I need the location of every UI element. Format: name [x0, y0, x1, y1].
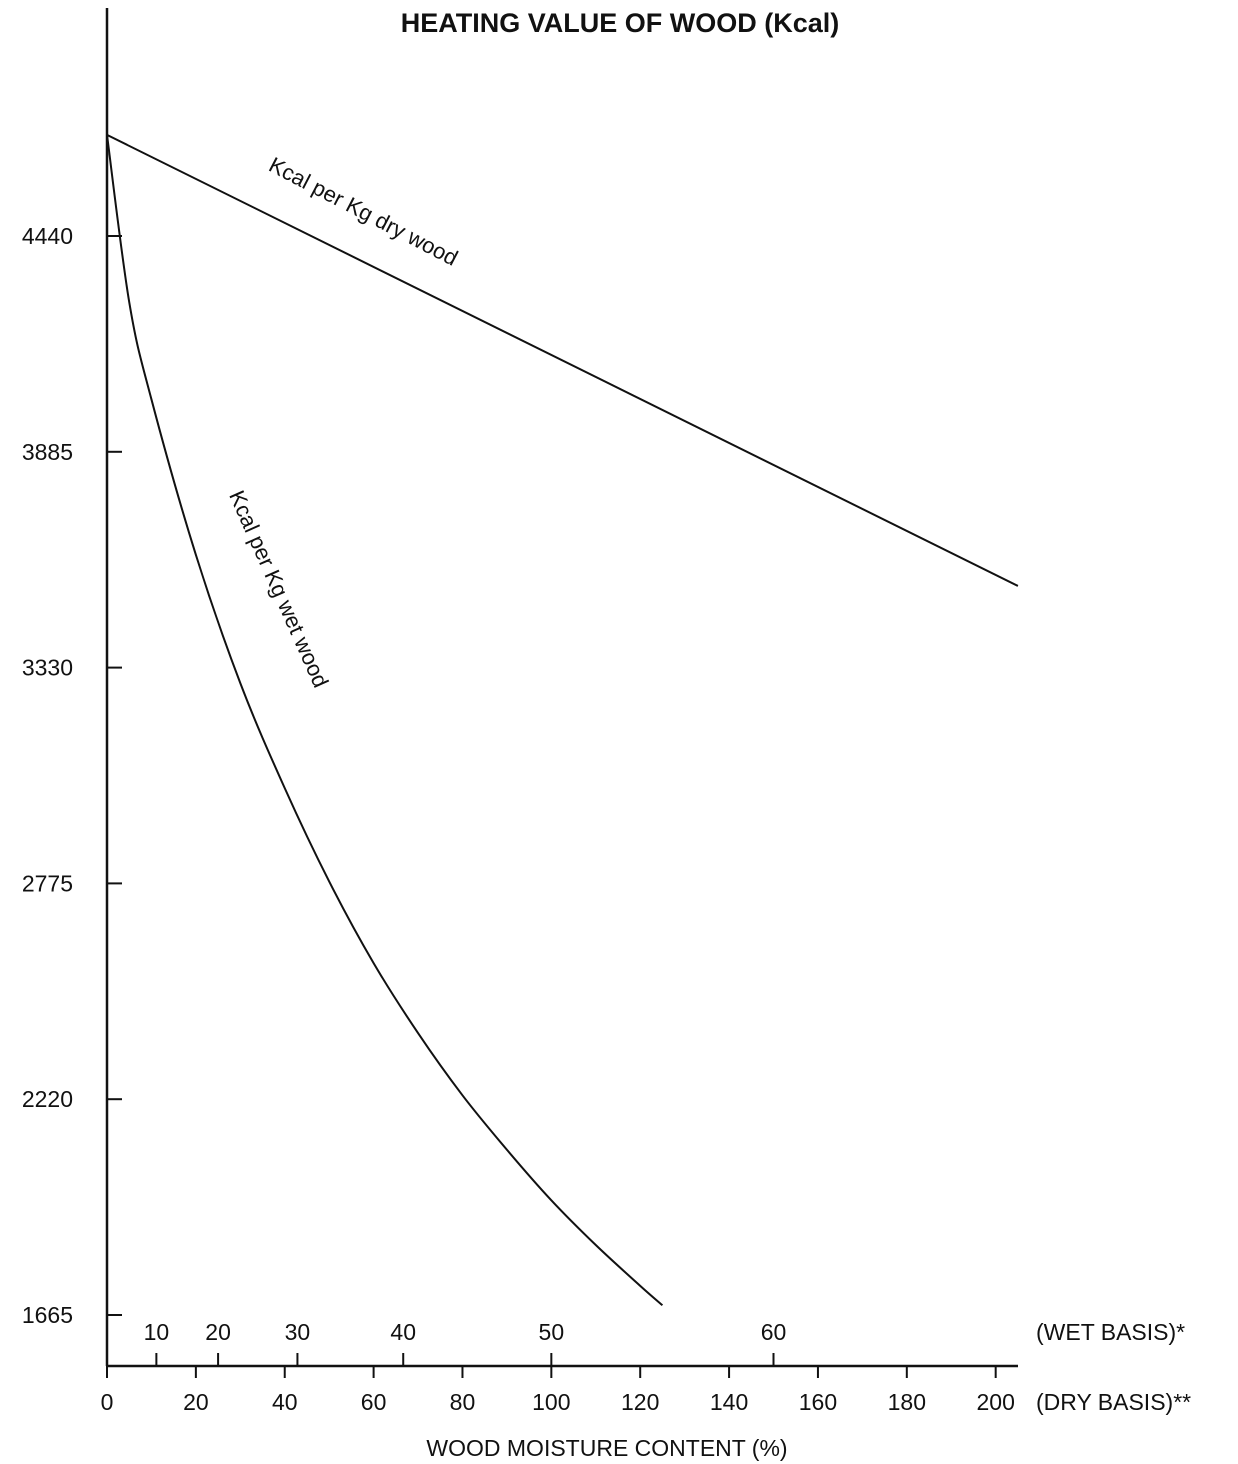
x-dry-tick-label: 0 [101, 1389, 114, 1415]
y-tick-label: 1665 [22, 1302, 73, 1328]
series-line-wet-wood [106, 134, 664, 1307]
x-dry-tick-label: 140 [710, 1389, 748, 1415]
x-dry-tick-label: 100 [532, 1389, 570, 1415]
x-dry-tick-label: 80 [450, 1389, 476, 1415]
x-axis-dry-basis-label: (DRY BASIS)** [1036, 1389, 1191, 1415]
x-dry-tick-label: 160 [799, 1389, 837, 1415]
x-dry-tick-label: 40 [272, 1389, 298, 1415]
y-tick-label: 4440 [22, 223, 73, 249]
y-tick-label: 3330 [22, 655, 73, 681]
x-axis-dry-ticks: 0 20 40 60 80 100 120 140 160 180 200 [101, 1366, 1015, 1415]
series-lines [106, 134, 1019, 1307]
x-wet-tick-label: 10 [144, 1319, 170, 1345]
series-label-dry-wood: Kcal per Kg dry wood [265, 152, 462, 271]
x-dry-tick-label: 20 [183, 1389, 209, 1415]
x-wet-tick-label: 60 [761, 1319, 787, 1345]
series-label-wet-wood: Kcal per Kg wet wood [224, 487, 333, 692]
x-wet-tick-label: 20 [205, 1319, 231, 1345]
x-axis-title: WOOD MOISTURE CONTENT (%) [426, 1435, 787, 1461]
x-axis-wet-basis-label: (WET BASIS)* [1036, 1319, 1185, 1345]
y-tick-label: 3885 [22, 439, 73, 465]
y-tick-label: 2220 [22, 1086, 73, 1112]
x-wet-tick-label: 40 [390, 1319, 416, 1345]
series-line-dry-wood [106, 134, 1019, 587]
x-wet-tick-label: 30 [285, 1319, 311, 1345]
x-dry-tick-label: 120 [621, 1389, 659, 1415]
chart-title: HEATING VALUE OF WOOD (Kcal) [401, 8, 840, 38]
x-dry-tick-label: 200 [976, 1389, 1014, 1415]
x-axis-wet-ticks: 10 20 30 40 50 60 [144, 1319, 787, 1366]
x-dry-tick-label: 180 [888, 1389, 926, 1415]
y-axis-ticks: 4440 3885 3330 2775 2220 1665 [22, 223, 122, 1328]
x-dry-tick-label: 60 [361, 1389, 387, 1415]
y-tick-label: 2775 [22, 870, 73, 896]
x-wet-tick-label: 50 [539, 1319, 565, 1345]
